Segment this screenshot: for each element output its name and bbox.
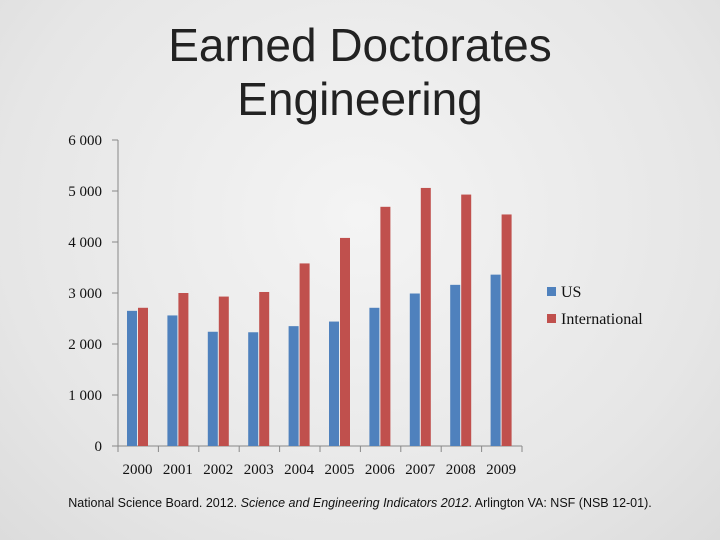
- y-tick-label: 4 000: [68, 235, 102, 251]
- bar-us-2001: [167, 315, 178, 446]
- y-tick-label: 0: [95, 439, 103, 455]
- bar-international-2001: [178, 293, 189, 446]
- bar-international-2009: [501, 214, 512, 446]
- bar-international-2002: [218, 296, 229, 446]
- x-tick-label: 2004: [284, 462, 315, 478]
- y-tick-label: 2 000: [68, 337, 102, 353]
- source-suffix: . Arlington VA: NSF (NSB 12-01).: [468, 496, 652, 510]
- bar-international-2008: [461, 194, 472, 446]
- legend-label-international: International: [561, 311, 643, 328]
- source-citation: National Science Board. 2012. Science an…: [0, 496, 720, 510]
- x-tick-label: 2005: [325, 462, 355, 478]
- x-tick-label: 2009: [486, 462, 516, 478]
- bar-us-2000: [127, 310, 137, 446]
- bar-us-2002: [207, 331, 218, 446]
- bar-us-2009: [490, 274, 501, 446]
- bar-international-2005: [340, 237, 350, 446]
- x-tick-label: 2003: [244, 462, 274, 478]
- legend-swatch-international: [547, 314, 556, 323]
- x-tick-label: 2006: [365, 462, 396, 478]
- source-title: Science and Engineering Indicators 2012: [240, 496, 469, 510]
- bar-us-2005: [329, 321, 339, 446]
- x-tick-label: 2002: [203, 462, 233, 478]
- bar-international-2003: [259, 291, 270, 446]
- chart-title: Earned Doctorates Engineering: [100, 18, 620, 126]
- bar-us-2008: [450, 284, 461, 446]
- bar-us-2003: [248, 332, 259, 446]
- x-tick-label: 2008: [446, 462, 476, 478]
- x-tick-label: 2001: [163, 462, 193, 478]
- y-tick-label: 6 000: [68, 133, 102, 149]
- bar-us-2007: [409, 293, 420, 446]
- y-tick-label: 1 000: [68, 388, 102, 404]
- bar-international-2006: [380, 206, 391, 446]
- y-tick-label: 5 000: [68, 184, 102, 200]
- chart-title-line-1: Earned Doctorates: [168, 19, 552, 71]
- legend-swatch-us: [547, 287, 556, 296]
- bar-international-2000: [138, 307, 148, 446]
- bar-us-2004: [288, 326, 299, 446]
- bar-international-2004: [299, 263, 310, 446]
- chart-title-line-2: Engineering: [237, 73, 483, 125]
- x-tick-label: 2007: [405, 462, 436, 478]
- source-prefix: National Science Board. 2012.: [68, 496, 241, 510]
- y-tick-label: 3 000: [68, 286, 102, 302]
- legend-label-us: US: [561, 284, 581, 301]
- bar-international-2007: [420, 187, 431, 446]
- bar-us-2006: [369, 307, 380, 446]
- x-tick-label: 2000: [123, 462, 153, 478]
